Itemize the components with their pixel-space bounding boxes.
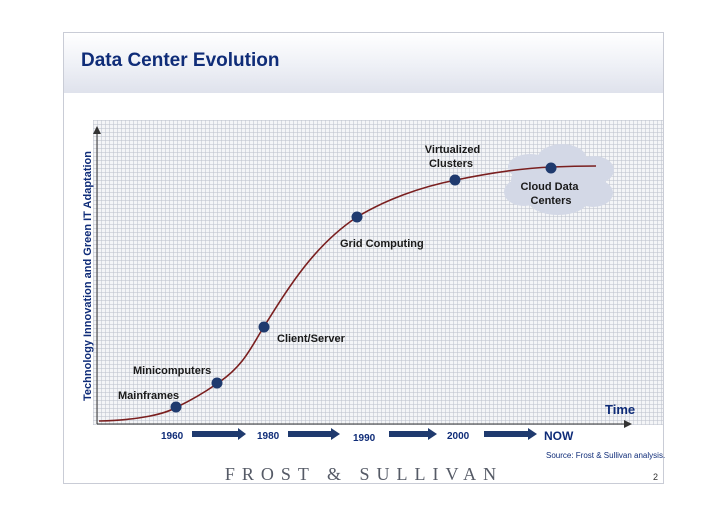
stage-label: Minicomputers bbox=[133, 365, 211, 377]
stage-dot-grid-computing bbox=[351, 211, 363, 223]
stage-dot-client-server bbox=[258, 321, 270, 333]
stage-dot-minicomputers bbox=[211, 377, 223, 389]
evolution-curve bbox=[98, 165, 597, 422]
timeline-arrow bbox=[288, 428, 340, 440]
x-axis-label: Time bbox=[605, 402, 635, 417]
slide-title: Data Center Evolution bbox=[81, 50, 280, 71]
timeline-arrow bbox=[192, 428, 246, 440]
y-axis-label: Technology Innovation and Green IT Adapt… bbox=[82, 151, 94, 401]
stage-dot-cloud-data-centers bbox=[545, 162, 557, 174]
cloud-icon bbox=[504, 144, 614, 215]
timeline-label: 1990 bbox=[353, 433, 376, 444]
timeline-label: 1980 bbox=[257, 431, 280, 442]
source-note: Source: Frost & Sullivan analysis. bbox=[546, 451, 666, 460]
brand-logo: FROST & SULLIVAN bbox=[224, 464, 504, 484]
stage-dot-virtualized-clusters bbox=[449, 174, 461, 186]
stage-dot-mainframes bbox=[170, 401, 182, 413]
stage-label: Client/Server bbox=[277, 333, 346, 345]
stage-label: Virtualized Clusters bbox=[425, 144, 484, 170]
timeline-label: NOW bbox=[544, 429, 574, 443]
timeline-arrows bbox=[192, 428, 537, 440]
stage-label: Grid Computing bbox=[340, 238, 424, 250]
timeline-arrow bbox=[484, 428, 537, 440]
timeline-arrow bbox=[389, 428, 437, 440]
timeline-label: 1960 bbox=[161, 431, 184, 442]
title-band bbox=[64, 33, 663, 93]
stage-label: Cloud Data Centers bbox=[520, 181, 581, 207]
page-number: 2 bbox=[653, 472, 659, 482]
timeline-label: 2000 bbox=[447, 431, 470, 442]
stage-label: Mainframes bbox=[118, 390, 179, 402]
